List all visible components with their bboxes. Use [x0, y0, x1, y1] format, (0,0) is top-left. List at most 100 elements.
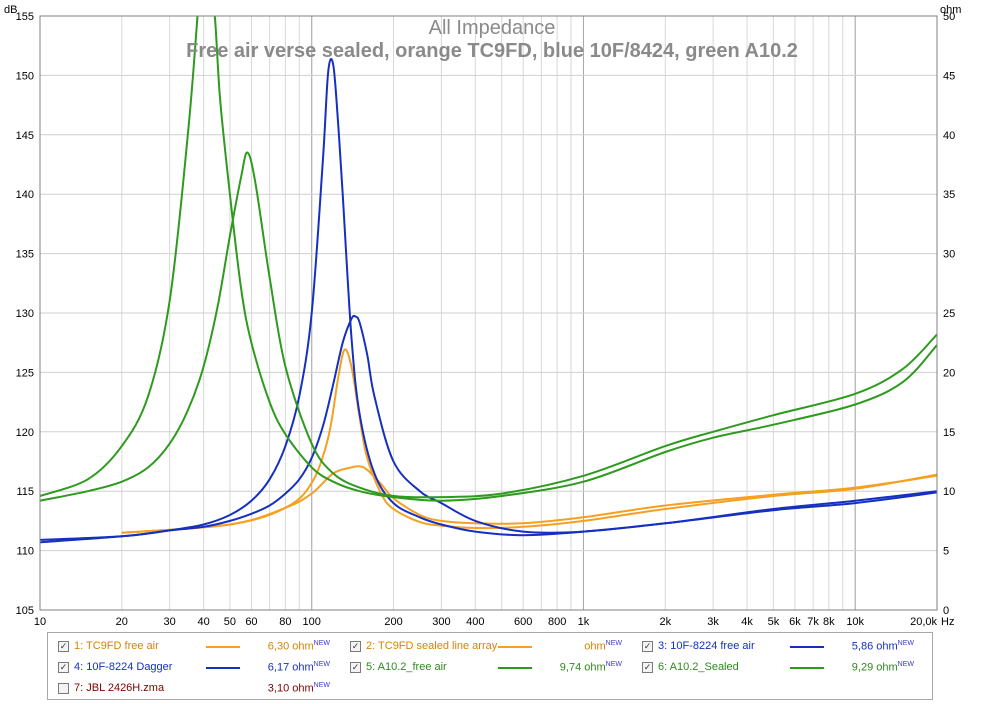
y-right-tick-label: 40	[943, 130, 955, 142]
y-right-tick-label: 0	[943, 605, 949, 617]
x-tick-label: 60	[245, 616, 257, 628]
legend-item: ✓ 3: 10F-8224 free air 5,86 ohmNEW	[642, 637, 928, 657]
y-left-unit: dB	[4, 4, 17, 16]
x-tick-label: 50	[224, 616, 236, 628]
x-tick-label: 6k	[789, 616, 801, 628]
legend-value: 6,30 ohmNEW	[267, 640, 330, 653]
legend-checkbox[interactable]: ✓	[58, 641, 69, 652]
chart-series	[40, 16, 937, 544]
plot-frame	[39, 15, 938, 611]
x-tick-label: 40	[197, 616, 209, 628]
legend-item: ✓ 5: A10.2_free air 9,74 ohmNEW	[350, 658, 636, 678]
legend-label: 7: JBL 2426H.zma	[74, 682, 165, 694]
y-left-tick-label: 140	[16, 189, 34, 201]
legend-checkbox[interactable]: ✓	[642, 662, 653, 673]
legend-panel: ✓ 1: TC9FD free air 6,30 ohmNEW ✓ 2: TC9FD s…	[47, 632, 933, 700]
y-left-tick-label: 130	[16, 308, 34, 320]
x-tick-label: 8k	[823, 616, 835, 628]
legend-line-swatch	[790, 646, 824, 648]
legend-value: 5,86 ohmNEW	[851, 640, 914, 653]
legend-value-tag: NEW	[313, 661, 330, 668]
y-right-tick-label: 10	[943, 486, 955, 498]
legend-value: 9,74 ohmNEW	[559, 661, 622, 674]
chart-title: All Impedance	[429, 17, 556, 39]
legend-label: 6: A10.2_Sealed	[658, 661, 739, 673]
x-tick-label: 20,0k	[910, 616, 937, 628]
x-tick-label: 7k	[807, 616, 819, 628]
legend-value: 6,17 ohmNEW	[267, 661, 330, 674]
legend-value-tag: NEW	[897, 661, 914, 668]
x-tick-label: 300	[432, 616, 450, 628]
legend-line-swatch	[498, 667, 532, 669]
y-left-tick-label: 115	[16, 486, 34, 498]
x-tick-label: 400	[466, 616, 484, 628]
y-right-unit: ohm	[940, 4, 961, 16]
legend-line-swatch	[206, 667, 240, 669]
y-right-tick-label: 5	[943, 546, 949, 558]
legend-line-swatch	[206, 646, 240, 648]
legend-label: 4: 10F-8224 Dagger	[74, 661, 173, 673]
y-right-tick-label: 15	[943, 427, 955, 439]
chart-grid	[40, 15, 937, 611]
impedance-chart: 105 110 115 120 125 130 135 140 145 150 155 0 5 10 15…	[4, 4, 961, 628]
y-right-tick-label: 35	[943, 189, 955, 201]
x-tick-label: 2k	[659, 616, 671, 628]
legend-checkbox[interactable]	[58, 683, 69, 694]
x-tick-label: 800	[548, 616, 566, 628]
x-tick-label: 100	[303, 616, 321, 628]
y-right-tick-label: 20	[943, 367, 955, 379]
y-left-tick-label: 125	[16, 367, 34, 379]
x-tick-label: 80	[279, 616, 291, 628]
y-left-tick-label: 150	[16, 70, 34, 82]
series-line-5	[40, 16, 937, 502]
y-left-tick-label: 110	[16, 546, 34, 558]
x-axis-ticks: 10 20 30 40 50 60 80 100 200 300 400 600 800 1k 2k 3k 4k…	[34, 616, 938, 628]
legend-checkbox[interactable]: ✓	[350, 641, 361, 652]
legend-value-tag: NEW	[313, 640, 330, 647]
legend-label: 5: A10.2_free air	[366, 661, 447, 673]
legend-item: ✓ 1: TC9FD free air 6,30 ohmNEW	[58, 637, 344, 657]
legend-item: ✓ 6: A10.2_Sealed 9,29 ohmNEW	[642, 658, 928, 678]
y-right-tick-label: 45	[943, 70, 955, 82]
legend-item: 7: JBL 2426H.zma 3,10 ohmNEW	[58, 679, 344, 699]
x-axis-unit: Hz	[941, 616, 954, 628]
legend-value-tag: NEW	[605, 640, 622, 647]
x-tick-label: 3k	[707, 616, 719, 628]
series-line-2	[121, 465, 937, 534]
y-left-tick-label: 105	[16, 605, 34, 617]
y-axis-right-ticks: 0 5 10 15 20 25 30 35 40 45 50	[943, 11, 955, 617]
legend-checkbox[interactable]: ✓	[642, 641, 653, 652]
legend-value-tag: NEW	[605, 661, 622, 668]
y-left-tick-label: 145	[16, 130, 34, 142]
legend-item: ✓ 2: TC9FD sealed line array ohmNEW	[350, 637, 636, 657]
x-tick-label: 5k	[768, 616, 780, 628]
legend-item: ✓ 4: 10F-8224 Dagger 6,17 ohmNEW	[58, 658, 344, 678]
x-tick-label: 30	[164, 616, 176, 628]
series-line-4	[40, 314, 937, 541]
x-tick-label: 4k	[741, 616, 753, 628]
legend-value-tag: NEW	[897, 640, 914, 647]
series-line-3	[40, 58, 937, 544]
chart-subtitle: Free air verse sealed, orange TC9FD, blu…	[186, 40, 798, 62]
legend-label: 3: 10F-8224 free air	[658, 640, 755, 652]
y-left-tick-label: 135	[16, 249, 34, 261]
y-left-tick-label: 120	[16, 427, 34, 439]
legend-checkbox[interactable]: ✓	[58, 662, 69, 673]
legend-value: 9,29 ohmNEW	[851, 661, 914, 674]
legend-value: ohmNEW	[584, 640, 622, 653]
series-line-1	[121, 348, 937, 534]
y-right-tick-label: 30	[943, 249, 955, 261]
x-tick-label: 600	[514, 616, 532, 628]
series-line-6	[40, 151, 937, 502]
legend-label: 2: TC9FD sealed line array	[366, 640, 498, 652]
x-tick-label: 200	[384, 616, 402, 628]
y-right-tick-label: 50	[943, 11, 955, 23]
legend-line-swatch	[498, 646, 532, 648]
x-tick-label: 20	[116, 616, 128, 628]
y-right-tick-label: 25	[943, 308, 955, 320]
y-axis-left-ticks: 105 110 115 120 125 130 135 140 145 150 155	[16, 11, 34, 617]
legend-line-swatch	[790, 667, 824, 669]
x-tick-label: 1k	[578, 616, 590, 628]
legend-checkbox[interactable]: ✓	[350, 662, 361, 673]
legend-value-tag: NEW	[313, 682, 330, 689]
